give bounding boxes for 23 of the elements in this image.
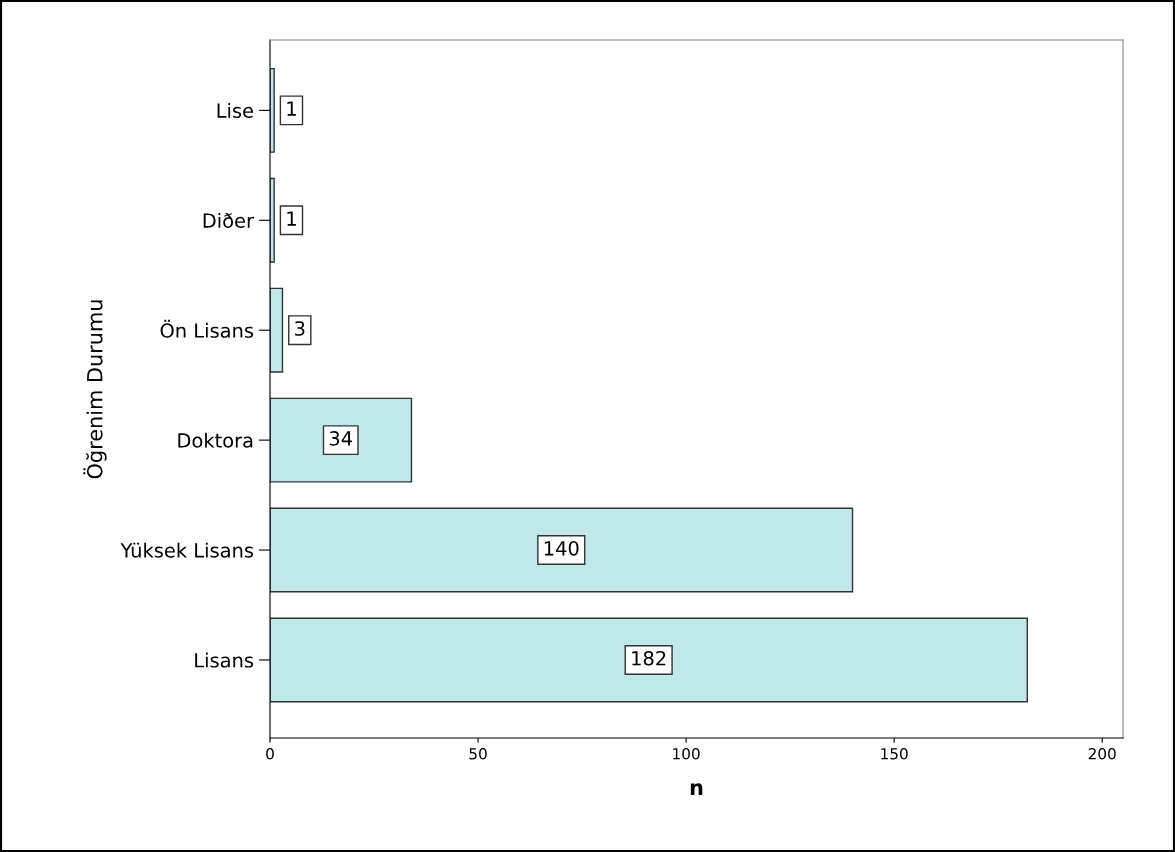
x-axis-title: n (690, 783, 703, 795)
y-tick-label: Diðer (203, 212, 255, 228)
y-tick-label: Ön Lisans (160, 319, 254, 338)
x-tick-label: 150 (881, 747, 908, 760)
x-tick-label: 200 (1088, 747, 1116, 760)
bar (270, 397, 413, 483)
x-tick-label: 50 (469, 747, 487, 760)
data-label: 1 (287, 211, 296, 226)
x-tick-label: 100 (673, 747, 700, 760)
data-label: 1 (287, 101, 296, 116)
data-label: 182 (632, 650, 666, 666)
bar (270, 507, 854, 593)
bar (270, 287, 284, 373)
y-tick-label: Doktora (178, 432, 253, 448)
data-label: 3 (295, 321, 305, 336)
data-label: 34 (329, 431, 353, 446)
y-tick-label: Lisans (195, 652, 254, 668)
y-tick-label: Lise (217, 102, 253, 119)
data-label: 140 (544, 540, 579, 556)
bar (270, 617, 1028, 703)
x-tick-label: 0 (266, 747, 274, 760)
y-axis-title: Öğrenim Durumu (83, 300, 107, 479)
y-tick-label: Yüksek Lisans (120, 542, 254, 558)
